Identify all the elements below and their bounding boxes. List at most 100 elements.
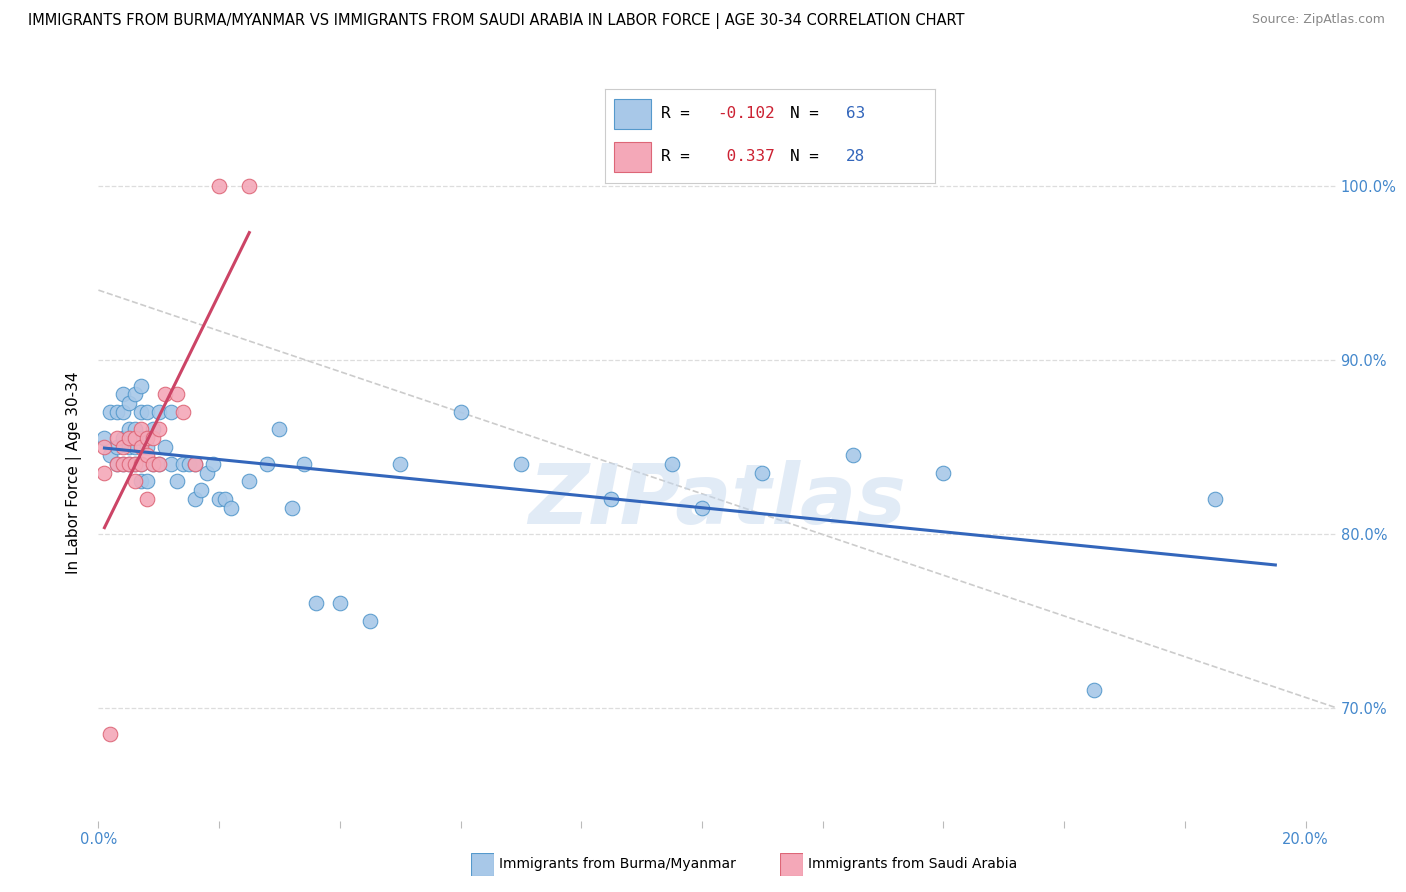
Point <box>172 457 194 471</box>
Point <box>195 466 218 480</box>
Point <box>359 614 381 628</box>
Point <box>135 475 157 489</box>
Point <box>105 431 128 445</box>
Text: Immigrants from Saudi Arabia: Immigrants from Saudi Arabia <box>808 857 1018 871</box>
Point <box>111 405 134 419</box>
Point <box>153 387 176 401</box>
Point <box>142 457 165 471</box>
Point <box>93 440 115 454</box>
Text: 28: 28 <box>846 149 865 164</box>
Point <box>111 457 134 471</box>
Point <box>160 457 183 471</box>
Point <box>93 466 115 480</box>
Point <box>166 387 188 401</box>
Point <box>111 440 134 454</box>
Point <box>100 405 122 419</box>
Point <box>661 457 683 471</box>
Point <box>166 475 188 489</box>
Point <box>135 440 157 454</box>
Point <box>93 431 115 445</box>
Point <box>389 457 412 471</box>
Point <box>129 405 152 419</box>
Point <box>184 457 207 471</box>
Point <box>148 405 170 419</box>
Point <box>117 457 139 471</box>
Point <box>111 457 134 471</box>
FancyBboxPatch shape <box>614 142 651 171</box>
Point <box>208 178 231 193</box>
Point <box>105 457 128 471</box>
Point <box>117 457 139 471</box>
Text: N =: N = <box>790 149 828 164</box>
Y-axis label: In Labor Force | Age 30-34: In Labor Force | Age 30-34 <box>66 371 83 574</box>
Point <box>269 422 291 436</box>
Point <box>177 457 200 471</box>
Text: 63: 63 <box>846 106 865 121</box>
Point <box>129 475 152 489</box>
Text: IMMIGRANTS FROM BURMA/MYANMAR VS IMMIGRANTS FROM SAUDI ARABIA IN LABOR FORCE | A: IMMIGRANTS FROM BURMA/MYANMAR VS IMMIGRA… <box>28 13 965 29</box>
Text: 0.337: 0.337 <box>717 149 775 164</box>
Point <box>111 431 134 445</box>
Point <box>600 491 623 506</box>
Point <box>124 387 146 401</box>
Point <box>202 457 225 471</box>
Point <box>280 500 302 515</box>
Point <box>751 466 773 480</box>
Point <box>135 405 157 419</box>
Point <box>124 431 146 445</box>
Point <box>100 449 122 463</box>
Point <box>148 422 170 436</box>
Point <box>148 457 170 471</box>
Point <box>184 491 207 506</box>
FancyBboxPatch shape <box>780 853 803 876</box>
Point <box>129 457 152 471</box>
Point <box>105 440 128 454</box>
Point <box>129 422 152 436</box>
Point <box>160 405 183 419</box>
Point <box>184 457 207 471</box>
Point <box>135 491 157 506</box>
Point <box>129 378 152 392</box>
Point <box>100 727 122 741</box>
Point <box>842 449 865 463</box>
Point <box>690 500 713 515</box>
Text: N =: N = <box>790 106 828 121</box>
Point <box>292 457 315 471</box>
Point <box>105 405 128 419</box>
Point <box>117 396 139 410</box>
Point <box>509 457 531 471</box>
Point <box>124 457 146 471</box>
Text: -0.102: -0.102 <box>717 106 775 121</box>
Point <box>932 466 955 480</box>
Point <box>142 422 165 436</box>
Point <box>117 422 139 436</box>
Text: Source: ZipAtlas.com: Source: ZipAtlas.com <box>1251 13 1385 27</box>
Point <box>208 491 231 506</box>
Point <box>142 431 165 445</box>
Point <box>1204 491 1226 506</box>
Point <box>135 431 157 445</box>
Text: R =: R = <box>661 149 699 164</box>
Point <box>153 440 176 454</box>
Point <box>129 431 152 445</box>
Point <box>124 422 146 436</box>
Point <box>238 178 260 193</box>
Point <box>105 457 128 471</box>
Point <box>1083 683 1105 698</box>
Point <box>142 457 165 471</box>
Point <box>135 449 157 463</box>
Point <box>124 457 146 471</box>
FancyBboxPatch shape <box>471 853 494 876</box>
Point <box>256 457 278 471</box>
Point <box>172 405 194 419</box>
Point <box>124 475 146 489</box>
Point <box>238 475 260 489</box>
Point <box>117 431 139 445</box>
Point <box>148 457 170 471</box>
Point <box>190 483 212 498</box>
Point <box>117 440 139 454</box>
Text: Immigrants from Burma/Myanmar: Immigrants from Burma/Myanmar <box>499 857 735 871</box>
Point <box>129 457 152 471</box>
Text: ZIPatlas: ZIPatlas <box>529 460 905 541</box>
Point <box>329 596 352 610</box>
